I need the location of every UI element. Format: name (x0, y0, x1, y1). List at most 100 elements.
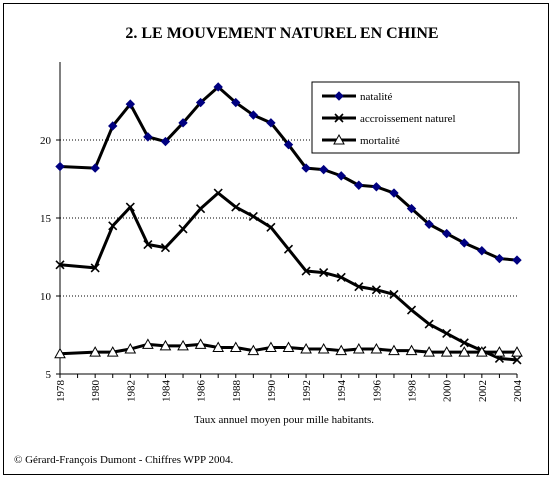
data-point (282, 341, 295, 352)
x-tick-label: 1996 (371, 380, 383, 403)
data-point (494, 253, 505, 264)
legend-label: natalité (360, 91, 392, 103)
data-point (442, 328, 452, 339)
data-point (475, 346, 488, 357)
chart-frame: 2. LE MOUVEMENT NATUREL EN CHINE 5 10 15 20… (3, 3, 549, 475)
data-point (124, 343, 137, 354)
series-2 (55, 188, 522, 365)
data-point (318, 164, 329, 175)
legend: natalité accroissement naturel mortalité (311, 81, 520, 154)
data-point (300, 343, 312, 354)
data-point (477, 246, 487, 256)
data-point (440, 346, 453, 357)
data-point (231, 202, 241, 212)
data-point (371, 182, 382, 192)
data-point (178, 118, 188, 128)
source-note: © Gérard-François Dumont - Chiffres WPP … (14, 454, 234, 466)
data-point (194, 338, 207, 349)
data-point (424, 219, 434, 229)
data-series (54, 82, 523, 365)
data-point (231, 97, 241, 108)
data-point (389, 289, 399, 300)
data-point (90, 163, 100, 173)
data-point (352, 343, 365, 354)
x-tick-label: 1994 (336, 380, 348, 403)
x-tick-label: 2002 (477, 380, 489, 402)
x-tick-label: 1978 (55, 380, 67, 403)
data-point (229, 341, 242, 352)
x-tick-label: 1998 (407, 380, 419, 403)
y-tick-label: 15 (40, 213, 52, 225)
data-point (511, 346, 523, 357)
legend-label: accroissement naturel (360, 113, 456, 125)
data-point (406, 203, 417, 214)
data-point (405, 344, 418, 356)
data-point (125, 99, 136, 109)
data-point (213, 82, 223, 92)
data-point (283, 244, 294, 254)
data-point (512, 355, 522, 365)
data-point (301, 163, 311, 173)
data-point (143, 132, 153, 142)
data-point (55, 260, 65, 270)
data-point (335, 344, 348, 356)
data-point (106, 346, 119, 357)
data-point (143, 239, 153, 250)
data-point (441, 228, 452, 239)
data-point (333, 133, 345, 145)
data-point (90, 263, 100, 273)
data-point (388, 344, 400, 356)
legend-item: accroissement naturel (322, 113, 456, 125)
x-tick-label: 1982 (125, 380, 137, 402)
y-tick-label: 10 (40, 291, 52, 303)
data-point (265, 341, 277, 352)
data-point (248, 110, 259, 120)
x-tick-label: 1992 (301, 380, 313, 402)
data-point (212, 341, 225, 352)
data-point (89, 346, 102, 357)
data-point (266, 222, 276, 232)
chart-title: 2. LE MOUVEMENT NATUREL EN CHINE (125, 25, 438, 42)
data-point (334, 91, 344, 101)
y-tick-label: 5 (46, 369, 52, 381)
data-point (336, 171, 346, 181)
data-point (125, 202, 135, 212)
data-point (283, 139, 294, 150)
data-point (317, 343, 330, 354)
x-tick-labels: 1978 1980 1982 1984 1986 1988 1990 1992 1994 1996… (55, 374, 524, 402)
legend-item: mortalité (322, 133, 400, 147)
data-point (177, 339, 189, 351)
legend-item: natalité (322, 91, 392, 103)
x-tick-label: 1984 (160, 380, 172, 403)
series-line (59, 191, 518, 362)
data-point (371, 285, 381, 295)
y-tick-label: 20 (40, 135, 52, 147)
data-point (160, 243, 171, 253)
data-point (493, 346, 506, 357)
series-3 (54, 338, 523, 359)
legend-label: mortalité (360, 135, 400, 147)
data-point (178, 224, 188, 234)
chart-svg: 2. LE MOUVEMENT NATUREL EN CHINE 5 10 15 20… (14, 25, 524, 466)
data-point (406, 305, 417, 315)
series-1 (55, 82, 522, 265)
x-tick-label: 1980 (90, 380, 102, 403)
data-point (334, 113, 344, 123)
data-point (108, 121, 118, 131)
data-point (195, 97, 206, 108)
grid-lines (60, 139, 517, 297)
data-point (459, 338, 469, 348)
data-point (459, 238, 469, 248)
x-axis-label: Taux annuel moyen pour mille habitants. (194, 414, 374, 426)
data-point (108, 221, 118, 231)
data-point (160, 136, 171, 147)
x-tick-label: 2000 (442, 380, 454, 403)
data-point (55, 161, 65, 172)
data-point (301, 266, 311, 276)
data-point (354, 180, 364, 190)
data-point (512, 255, 522, 265)
x-tick-label: 1986 (196, 380, 208, 403)
x-tick-label: 1990 (266, 380, 278, 403)
data-point (319, 268, 329, 278)
data-point (196, 204, 206, 214)
